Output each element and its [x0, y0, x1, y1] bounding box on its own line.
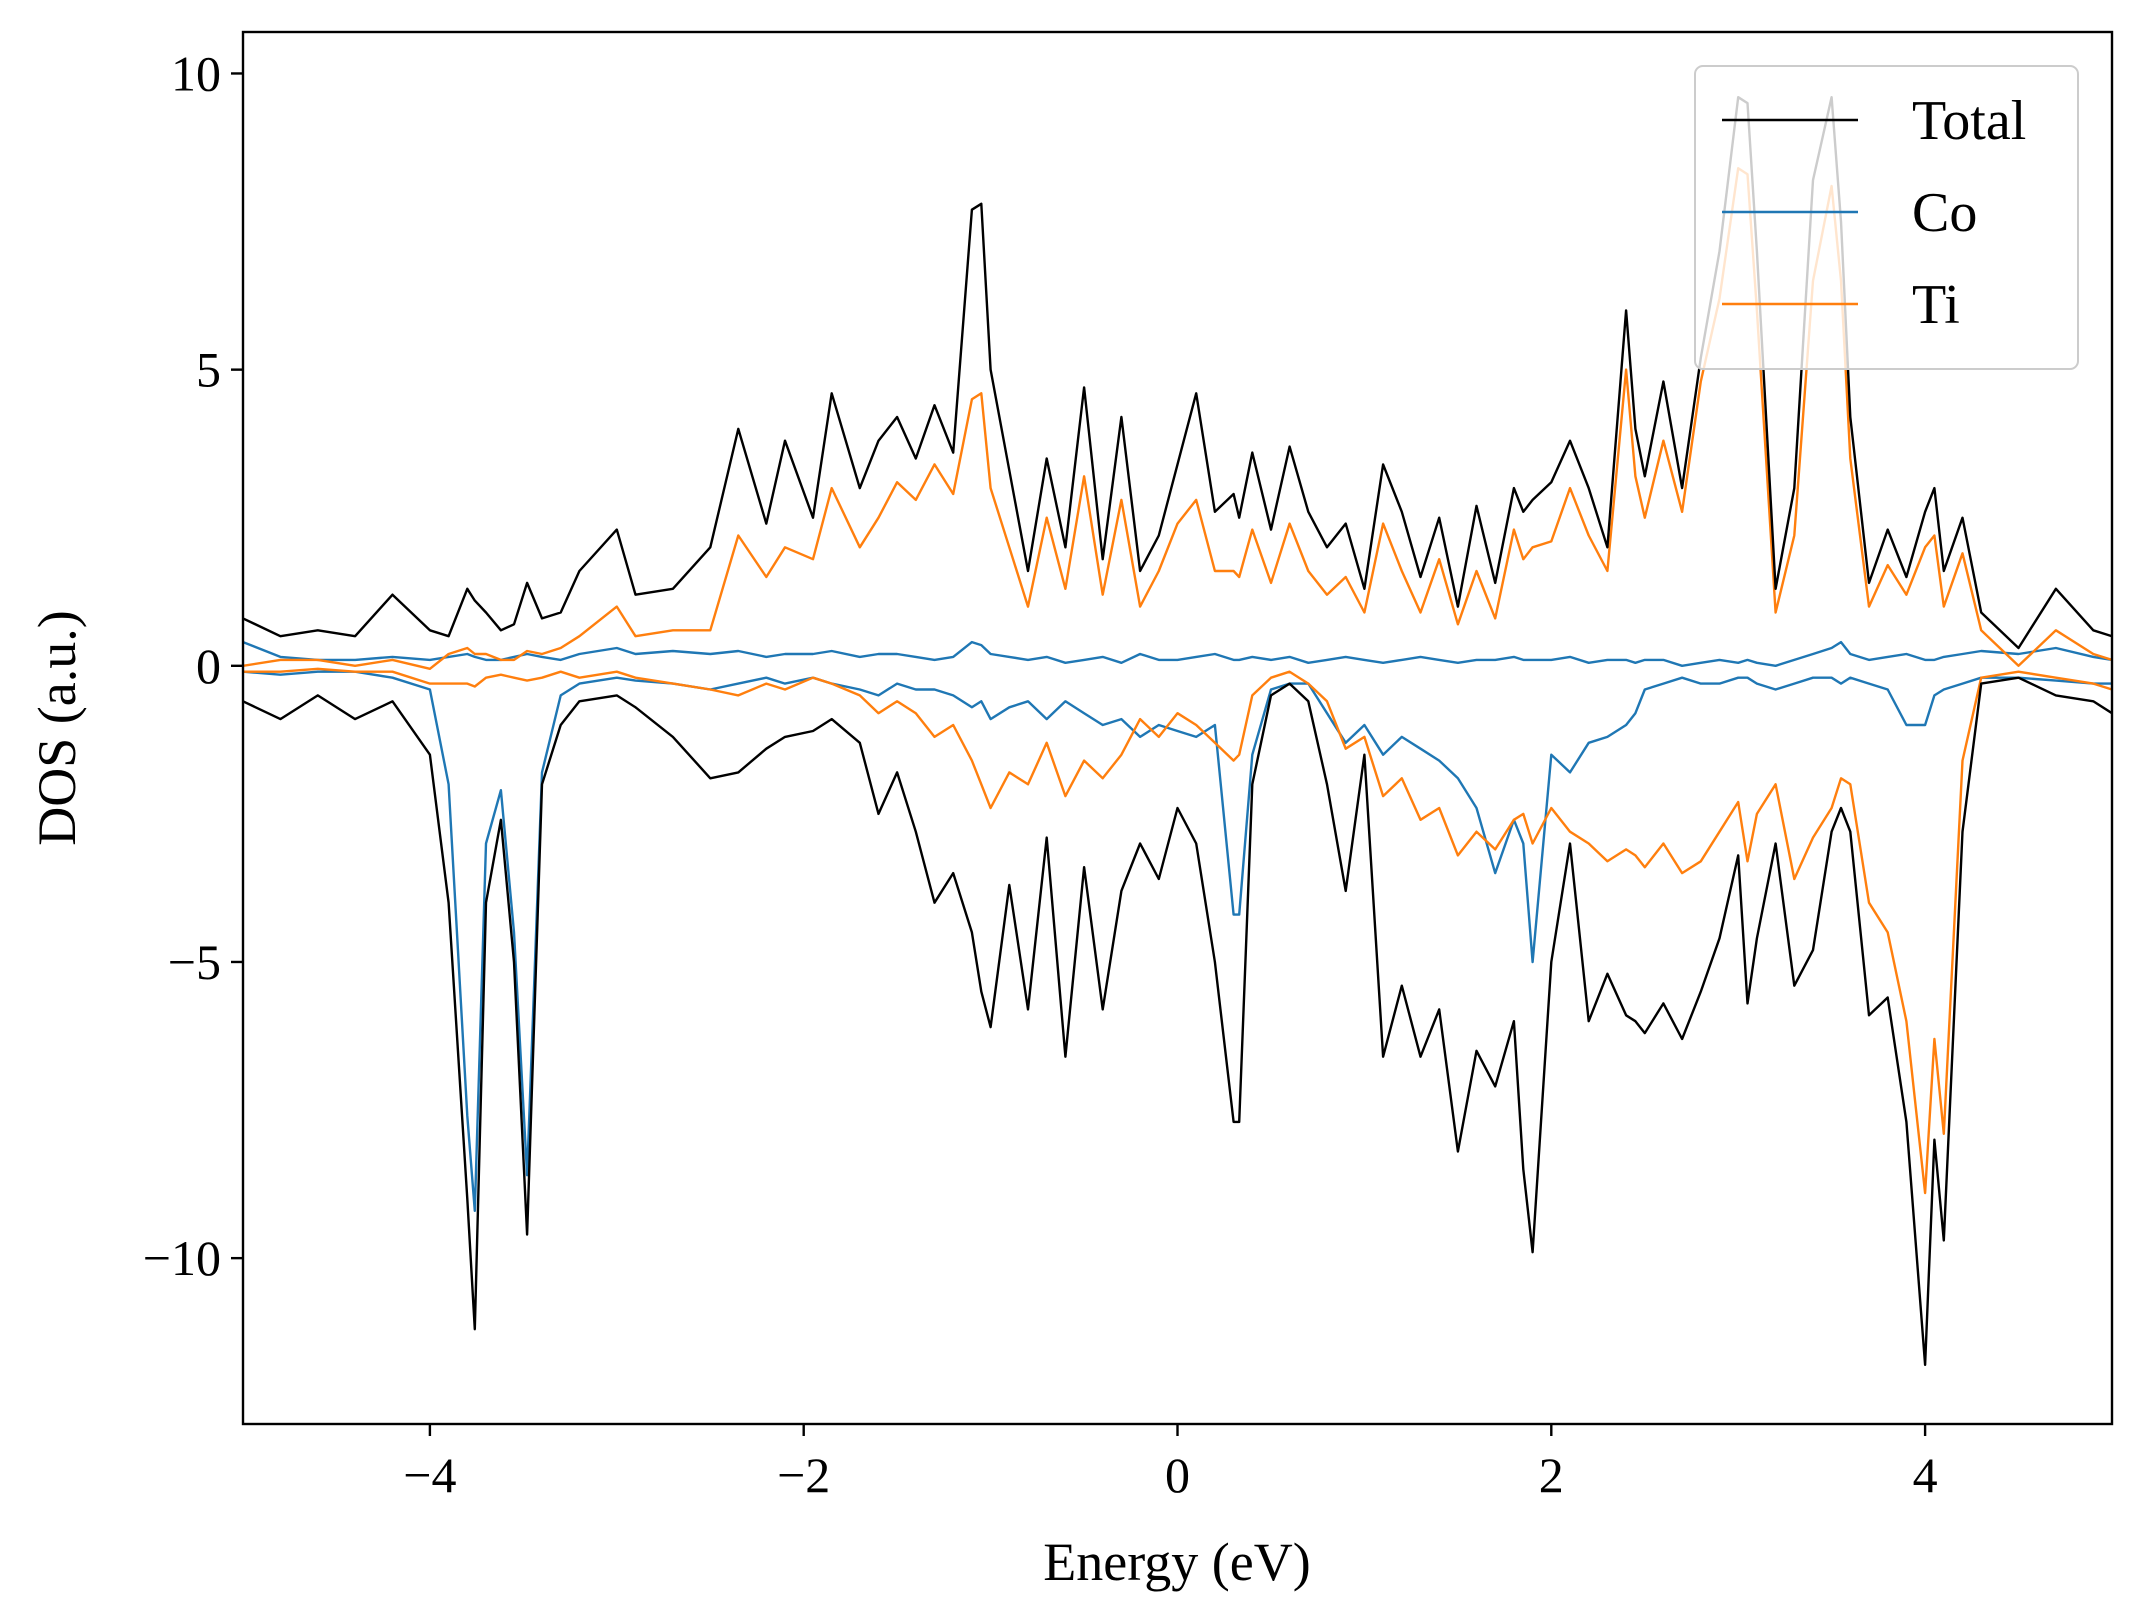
x-tick-label: 2	[1539, 1447, 1564, 1503]
series-line-total-spin-down	[243, 676, 2112, 1367]
y-tick-label: 0	[196, 638, 221, 694]
y-axis-ticks: 10 5 0 −5 −10	[143, 45, 243, 1286]
series-line-total-spin-up	[243, 95, 2112, 650]
series-line-ti-spin-down	[243, 667, 2112, 1195]
x-tick-label: −4	[403, 1447, 456, 1503]
series-line-co-spin-up	[243, 640, 2112, 667]
series-line-ti-spin-up	[243, 166, 2112, 670]
series-line-co-spin-down	[243, 670, 2112, 1213]
x-tick-label: −2	[777, 1447, 830, 1503]
y-axis-label: DOS (a.u.)	[27, 610, 87, 845]
x-axis-ticks: −4 −2 0 2 4	[403, 1424, 1938, 1503]
y-tick-label: −5	[168, 934, 221, 990]
x-tick-label: 0	[1165, 1447, 1190, 1503]
x-tick-label: 4	[1913, 1447, 1938, 1503]
legend: Total Co Ti	[1694, 65, 2079, 370]
series-layer	[243, 95, 2112, 1367]
legend-label-ti: Ti	[1912, 274, 1960, 336]
y-tick-label: 10	[171, 45, 221, 101]
legend-label-co: Co	[1912, 182, 1977, 244]
legend-box	[1694, 65, 2079, 370]
x-axis-label: Energy (eV)	[1043, 1532, 1310, 1592]
y-tick-label: −10	[143, 1230, 221, 1286]
y-tick-label: 5	[196, 342, 221, 398]
legend-label-total: Total	[1912, 90, 2026, 152]
